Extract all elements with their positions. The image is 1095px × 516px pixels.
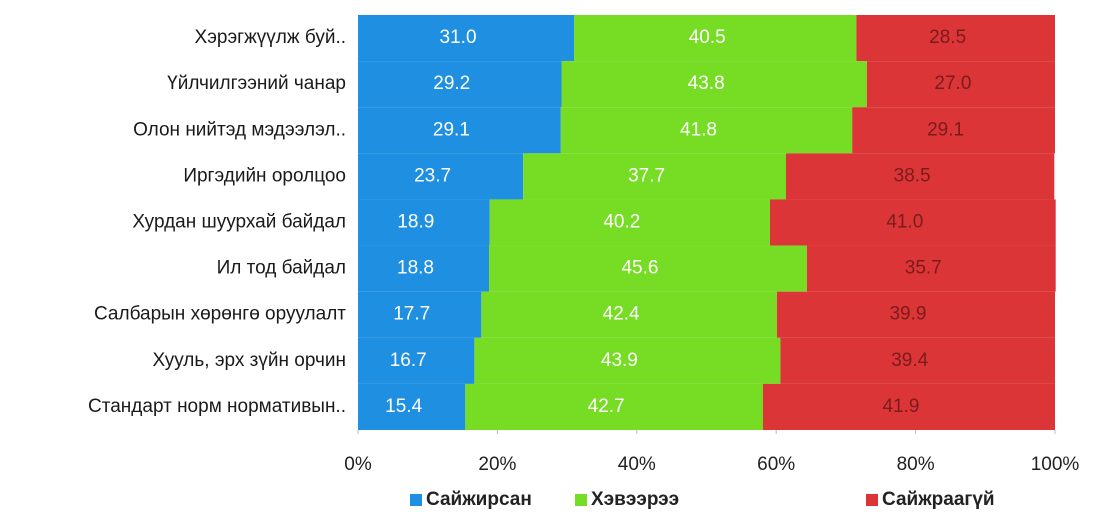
data-label: 40.5 bbox=[689, 27, 726, 48]
category-label: Үйлчилгээний чанар bbox=[167, 73, 346, 94]
data-label: 41.0 bbox=[886, 212, 923, 233]
bar-segment bbox=[806, 245, 1056, 292]
data-label: 29.1 bbox=[433, 119, 470, 140]
legend-swatch bbox=[866, 494, 878, 506]
data-label: 39.4 bbox=[891, 350, 928, 371]
bar-segment bbox=[358, 383, 466, 430]
bar-segment bbox=[358, 199, 490, 246]
data-label: 15.4 bbox=[385, 396, 422, 417]
category-label: Хурдан шуурхай байдал bbox=[132, 212, 346, 233]
data-label: 18.8 bbox=[397, 258, 434, 279]
bar-segment bbox=[856, 15, 1055, 62]
legend-label: Сайжраагүй bbox=[882, 489, 995, 510]
bar-segment bbox=[474, 337, 781, 384]
legend-label: Хэвээрээ bbox=[591, 489, 679, 510]
category-label: Иргэдийн оролцоо bbox=[183, 165, 346, 186]
x-tick-label: 80% bbox=[897, 454, 935, 475]
data-label: 38.5 bbox=[894, 165, 931, 186]
data-label: 41.9 bbox=[882, 396, 919, 417]
bar-segment bbox=[465, 383, 763, 430]
data-label: 29.2 bbox=[433, 73, 470, 94]
bar-segment bbox=[785, 153, 1055, 200]
data-label: 40.2 bbox=[603, 212, 640, 233]
bar-segment bbox=[852, 107, 1055, 154]
category-label: Хууль, эрх зүйн орчин bbox=[152, 350, 346, 371]
bar-segment bbox=[574, 15, 857, 62]
legend-label: Сайжирсан bbox=[426, 489, 532, 510]
bar-segment bbox=[769, 199, 1056, 246]
legend-swatch bbox=[410, 494, 422, 506]
bar-segment bbox=[489, 199, 770, 246]
bar-segment bbox=[358, 107, 561, 154]
bar-segment bbox=[762, 383, 1055, 430]
legend-swatch bbox=[575, 494, 587, 506]
bar-segment bbox=[523, 153, 786, 200]
data-label: 23.7 bbox=[414, 165, 451, 186]
bar-segment bbox=[358, 337, 475, 384]
data-label: 27.0 bbox=[934, 73, 971, 94]
category-label: Салбарын хөрөнгө оруулалт bbox=[94, 304, 346, 325]
x-tick-label: 40% bbox=[618, 454, 656, 475]
x-tick-label: 60% bbox=[757, 454, 795, 475]
data-label: 28.5 bbox=[929, 27, 966, 48]
data-label: 42.4 bbox=[603, 304, 640, 325]
category-label: Стандарт норм нормативын.. bbox=[88, 396, 346, 417]
bar-segment bbox=[489, 245, 807, 292]
bar-segment bbox=[776, 291, 1055, 338]
category-label: Ил тод байдал bbox=[217, 258, 346, 279]
bar-segment bbox=[358, 153, 524, 200]
bar-segment bbox=[866, 61, 1055, 108]
bar-segment bbox=[780, 337, 1055, 384]
category-label: Хэрэгжүүлж буй.. bbox=[195, 27, 346, 48]
x-tick-label: 0% bbox=[344, 454, 372, 475]
data-label: 43.9 bbox=[601, 350, 638, 371]
bar-segment bbox=[358, 15, 575, 62]
data-label: 18.9 bbox=[397, 212, 434, 233]
data-label: 45.6 bbox=[621, 258, 658, 279]
bar-segment bbox=[560, 107, 853, 154]
data-label: 16.7 bbox=[390, 350, 427, 371]
bar-segment bbox=[561, 61, 867, 108]
data-label: 17.7 bbox=[393, 304, 430, 325]
category-label: Олон нийтэд мэдээлэл.. bbox=[133, 119, 346, 140]
bar-segment bbox=[358, 245, 490, 292]
bar-segment bbox=[358, 61, 562, 108]
x-tick-label: 100% bbox=[1031, 454, 1080, 475]
bar-segment bbox=[481, 291, 777, 338]
data-label: 35.7 bbox=[905, 258, 942, 279]
bar-segment bbox=[358, 291, 482, 338]
data-label: 41.8 bbox=[680, 119, 717, 140]
data-label: 42.7 bbox=[588, 396, 625, 417]
data-label: 29.1 bbox=[927, 119, 964, 140]
x-tick-label: 20% bbox=[478, 454, 516, 475]
data-label: 37.7 bbox=[628, 165, 665, 186]
data-label: 43.8 bbox=[688, 73, 725, 94]
data-label: 39.9 bbox=[889, 304, 926, 325]
data-label: 31.0 bbox=[440, 27, 477, 48]
